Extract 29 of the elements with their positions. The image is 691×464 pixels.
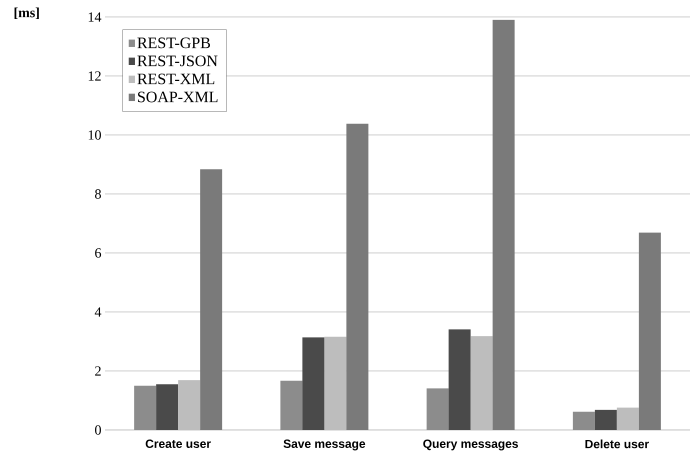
- y-axis-title: [ms]: [14, 8, 39, 20]
- y-tick-label: 6: [95, 248, 102, 258]
- bar: [346, 124, 368, 430]
- x-tick-label: Create user: [146, 440, 211, 448]
- y-tick-label: 2: [95, 366, 101, 376]
- y-tick-label: 12: [88, 71, 101, 81]
- x-tick-label: Delete user: [585, 440, 649, 448]
- bar: [426, 388, 449, 430]
- bar: [492, 20, 515, 430]
- bar: [572, 412, 595, 430]
- legend-label: REST-XML: [137, 74, 214, 84]
- bar: [302, 337, 324, 430]
- bar: [448, 329, 471, 430]
- legend-label: REST-JSON: [137, 56, 218, 66]
- bar: [134, 386, 156, 430]
- legend-label: REST-GPB: [137, 38, 210, 48]
- bar: [200, 169, 222, 430]
- y-tick-label: 4: [94, 307, 102, 317]
- bar: [638, 232, 661, 430]
- bar: [594, 410, 617, 430]
- y-tick-label: 10: [88, 130, 101, 140]
- bar: [280, 380, 302, 430]
- x-tick-label: Query messages: [423, 440, 518, 450]
- bar: [156, 384, 178, 430]
- y-tick-label: 8: [95, 189, 101, 199]
- y-tick-label: 14: [88, 12, 102, 22]
- x-tick-label: Save message: [284, 440, 366, 450]
- y-tick-label: 0: [95, 425, 101, 435]
- legend-label: SOAP-XML: [138, 92, 218, 102]
